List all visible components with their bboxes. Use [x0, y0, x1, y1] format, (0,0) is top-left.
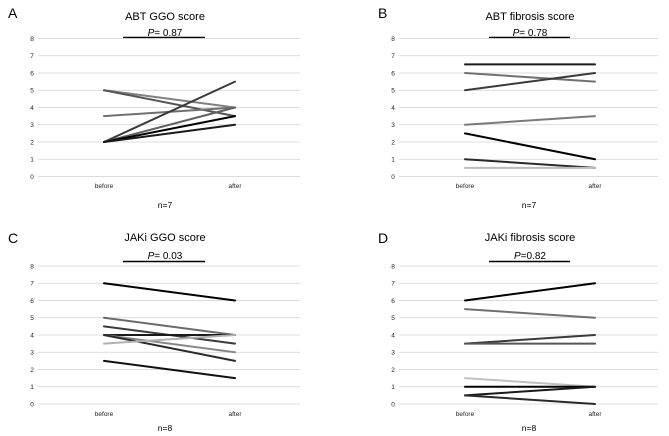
panel-letter: D: [378, 230, 388, 246]
y-tick-label: 2: [30, 367, 34, 374]
series-line-2: [465, 73, 595, 82]
y-tick-label: 5: [391, 88, 395, 95]
y-tick-label: 6: [391, 70, 395, 77]
y-tick-labels: 0 1 2 3 4 5 6 7 8: [391, 263, 395, 408]
series-line-3: [465, 335, 595, 344]
y-tick-label: 1: [30, 157, 34, 164]
series-line-1: [465, 283, 595, 300]
series-lines: [465, 283, 595, 404]
series-line-4: [465, 116, 595, 125]
n-label: n=7: [522, 200, 537, 210]
x-label-after: after: [228, 411, 242, 418]
panel-letter: A: [8, 5, 18, 21]
y-tick-labels: 0 1 2 3 4 5 6 7 8: [30, 263, 34, 408]
panel-d: D JAKi fibrosis score P=0.82 0 1 2 3 4 5 6 7 8 b…: [378, 230, 658, 433]
y-tick-label: 2: [30, 139, 34, 146]
series-line-3: [465, 73, 595, 90]
n-label: n=7: [158, 200, 173, 210]
y-tick-label: 1: [391, 384, 395, 391]
series-lines: [104, 82, 235, 142]
chart-title: ABT fibrosis score: [485, 11, 574, 23]
p-value-label: P= 0.03: [148, 251, 183, 262]
y-tick-label: 3: [30, 122, 34, 129]
series-line-5: [465, 378, 595, 387]
y-tick-label: 8: [30, 36, 34, 43]
y-tick-label: 5: [30, 88, 34, 95]
series-line-6: [465, 159, 595, 168]
y-tick-label: 6: [30, 298, 34, 305]
y-tick-label: 6: [30, 70, 34, 77]
n-label: n=8: [522, 423, 537, 433]
x-label-before: before: [95, 411, 114, 418]
chart-title: JAKi fibrosis score: [485, 232, 575, 244]
series-line-2: [104, 318, 235, 335]
n-label: n=8: [158, 423, 173, 433]
y-tick-label: 7: [391, 53, 395, 60]
y-tick-label: 0: [30, 174, 34, 181]
p-value-label: P= 0.87: [148, 28, 183, 39]
y-tick-label: 0: [391, 174, 395, 181]
y-tick-label: 3: [391, 350, 395, 357]
y-tick-label: 3: [391, 122, 395, 129]
x-label-before: before: [456, 183, 475, 190]
x-label-after: after: [588, 411, 602, 418]
y-tick-label: 8: [30, 263, 34, 270]
series-line-1: [104, 90, 235, 107]
y-gridlines: [399, 39, 658, 177]
p-value-label: P=0.82: [514, 251, 546, 262]
y-tick-label: 2: [391, 367, 395, 374]
figure: A ABT GGO score P= 0.87 0 1 2 3 4 5 6 7 8 before…: [0, 0, 669, 436]
y-tick-labels: 0 1 2 3 4 5 6 7 8: [30, 36, 34, 181]
y-tick-label: 6: [391, 298, 395, 305]
y-tick-label: 1: [391, 157, 395, 164]
x-label-before: before: [456, 411, 475, 418]
x-label-after: after: [228, 183, 242, 190]
series-line-1: [104, 283, 235, 300]
chart-title: JAKi GGO score: [124, 232, 205, 244]
y-tick-label: 4: [30, 332, 34, 339]
series-line-6: [104, 116, 235, 142]
series-lines: [104, 283, 235, 378]
panel-c: C JAKi GGO score P= 0.03 0 1 2 3 4 5 6 7 8 befor…: [8, 230, 300, 433]
y-tick-labels: 0 1 2 3 4 5 6 7 8: [391, 36, 395, 181]
y-tick-label: 7: [30, 281, 34, 288]
series-line-8: [465, 395, 595, 404]
y-tick-label: 0: [30, 401, 34, 408]
x-label-after: after: [588, 183, 602, 190]
y-gridlines: [38, 39, 300, 177]
series-lines: [465, 64, 595, 168]
y-tick-label: 2: [391, 139, 395, 146]
x-label-before: before: [95, 183, 114, 190]
panel-letter: B: [378, 5, 387, 21]
y-tick-label: 4: [391, 105, 395, 112]
y-tick-label: 0: [391, 401, 395, 408]
p-value-label: P= 0.78: [513, 28, 548, 39]
y-tick-label: 3: [30, 350, 34, 357]
y-tick-label: 5: [30, 315, 34, 322]
series-line-5: [465, 133, 595, 159]
panel-letter: C: [8, 230, 18, 246]
series-line-7: [465, 387, 595, 396]
y-tick-label: 4: [391, 332, 395, 339]
y-tick-label: 7: [391, 281, 395, 288]
y-tick-label: 8: [391, 36, 395, 43]
y-tick-label: 1: [30, 384, 34, 391]
panel-a: A ABT GGO score P= 0.87 0 1 2 3 4 5 6 7 8 before…: [8, 5, 300, 210]
y-tick-label: 4: [30, 105, 34, 112]
panel-b: B ABT fibrosis score P= 0.78 0 1 2 3 4 5 6 7 8 b…: [378, 5, 658, 210]
series-line-2: [465, 309, 595, 318]
y-tick-label: 5: [391, 315, 395, 322]
y-tick-label: 7: [30, 53, 34, 60]
chart-title: ABT GGO score: [125, 11, 205, 23]
y-tick-label: 8: [391, 263, 395, 270]
series-line-5: [104, 335, 235, 352]
